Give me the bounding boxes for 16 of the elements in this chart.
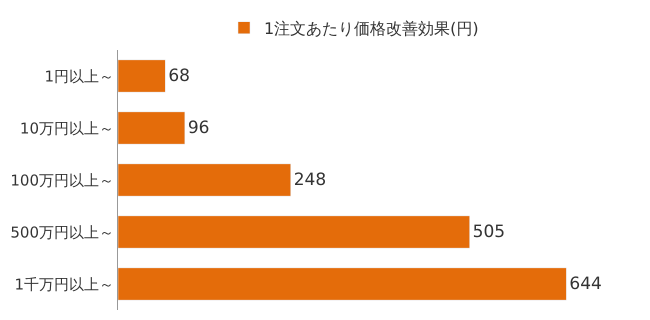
data-label: 96 xyxy=(188,118,210,138)
y-tick-label: 10万円以上～ xyxy=(20,119,114,138)
y-tick-label: 100万円以上～ xyxy=(10,171,114,190)
y-tick-label: 1円以上～ xyxy=(44,67,114,86)
bar xyxy=(118,216,470,248)
bar xyxy=(118,112,186,144)
bar xyxy=(118,60,166,92)
y-tick-label: 500万円以上～ xyxy=(10,223,114,242)
data-label: 68 xyxy=(168,66,190,86)
bar xyxy=(118,268,567,300)
y-tick-label: 1千万円以上～ xyxy=(14,275,114,294)
data-label: 248 xyxy=(294,170,326,190)
legend-label: 1注文あたり価格改善効果(円) xyxy=(264,18,479,38)
data-label: 644 xyxy=(569,274,602,294)
bar xyxy=(118,164,291,196)
data-label: 505 xyxy=(472,222,506,242)
